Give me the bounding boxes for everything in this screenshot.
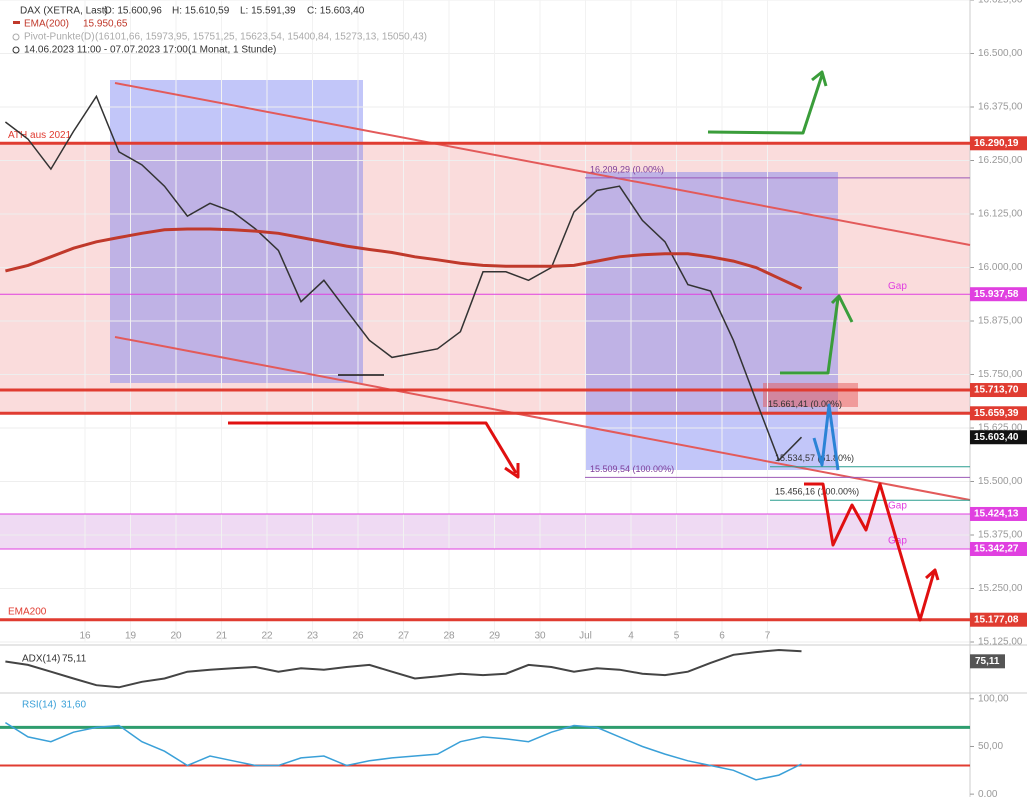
ohlc: C: 15.603,40 [307, 6, 365, 17]
x-tick-label: Jul [579, 631, 592, 642]
price-tag-label: 75,11 [975, 656, 1000, 667]
highlight-box [763, 383, 858, 407]
trend-line [114, 82, 971, 246]
y-tick-label: 16.000,00 [978, 262, 1023, 273]
fib-label: 16.209,29 (0.00%) [590, 164, 664, 174]
y-tick-label: 15.875,00 [978, 316, 1023, 327]
price-tag-label: 16.290,19 [974, 138, 1019, 149]
x-tick-label: 20 [170, 631, 182, 642]
y-tick-label: 15.125,00 [978, 637, 1023, 648]
x-tick-label: 21 [216, 631, 228, 642]
price-tag [970, 506, 1027, 521]
x-tick-label: 4 [628, 631, 634, 642]
fib-label: 15.456,16 (100.00%) [775, 487, 859, 497]
price-tag-label: 15.342,27 [974, 544, 1019, 555]
x-tick-label: 19 [125, 631, 137, 642]
y-tick-label: 15.500,00 [978, 476, 1023, 487]
legend-swatch [12, 46, 20, 54]
arrow [804, 482, 940, 622]
price-tag [970, 287, 1027, 302]
indicator-value: 75,11 [62, 654, 87, 665]
x-tick-label: 30 [534, 631, 546, 642]
y-tick-label: 16.375,00 [978, 102, 1023, 113]
price-tag [970, 383, 1027, 398]
zone [0, 513, 970, 550]
price-tag [970, 406, 1027, 421]
price-tag [970, 654, 1005, 669]
price-tag [970, 612, 1027, 627]
chart-title: DAX (XETRA, Last) [20, 6, 108, 17]
x-tick-label: 27 [398, 631, 410, 642]
arrow [228, 421, 520, 479]
fib-label: 15.661,41 (0.00%) [768, 399, 842, 409]
background-layer [0, 0, 970, 643]
level-note: Gap [888, 281, 907, 292]
x-tick-label: 26 [352, 631, 364, 642]
period: (1 Monat, 1 Stunde) [188, 45, 276, 56]
legend-swatch [13, 21, 20, 24]
price-tag [970, 542, 1027, 557]
x-tick-label: 16 [79, 631, 91, 642]
arrow [812, 403, 840, 471]
header: DAX (XETRA, Last) O: 15.600,96 H: 15.610… [12, 6, 427, 711]
ohlc: L: 15.591,39 [240, 6, 296, 17]
fib-label: 15.509,54 (100.00%) [590, 464, 674, 474]
x-tick-label: 5 [674, 631, 680, 642]
trend-line [114, 336, 971, 501]
x-tick-label: 22 [261, 631, 273, 642]
y-tick-label: 16.250,00 [978, 155, 1023, 166]
ohlc: O: 15.600,96 [104, 6, 162, 17]
level-note: ATH aus 2021 [8, 130, 72, 141]
price-tag-label: 15.659,39 [974, 408, 1019, 419]
y-tick-label: 15.625,00 [978, 423, 1023, 434]
pivot-values: (16101,66, 15973,95, 15751,25, 15623,54,… [95, 32, 427, 43]
ohlc: H: 15.610,59 [172, 6, 230, 17]
indicator-title: ADX(14) [22, 654, 60, 665]
zone [0, 143, 970, 414]
x-tick-label: 28 [443, 631, 455, 642]
data-line [5, 227, 803, 290]
y-tick-label: 100,00 [978, 693, 1009, 704]
y-tick-label: 15.375,00 [978, 530, 1023, 541]
indicator-title: RSI(14) [22, 700, 56, 711]
data-line [5, 648, 802, 689]
price-tag-label: 15.937,58 [974, 289, 1019, 300]
y-tick-label: 16.500,00 [978, 48, 1023, 59]
level-note: EMA200 [8, 606, 47, 617]
y-tick-label: 15.750,00 [978, 369, 1023, 380]
price-tag-label: 15.424,13 [974, 509, 1019, 520]
x-tick-label: 6 [719, 631, 725, 642]
fib-label: 15.534,57 (61.80%) [775, 453, 854, 463]
level-note: Gap [888, 501, 907, 512]
price-tag [970, 430, 1027, 445]
date-range: 14.06.2023 11:00 - 07.07.2023 17:00 [24, 45, 188, 56]
y-tick-label: 50,00 [978, 741, 1003, 752]
arrow [780, 294, 854, 375]
y-tick-label: 0,00 [978, 789, 998, 797]
x-tick-label: 23 [307, 631, 319, 642]
x-tick-label: 29 [489, 631, 501, 642]
arrow [707, 70, 828, 135]
price-tag-label: 15.177,08 [974, 614, 1019, 625]
y-tick-label: 16.625,00 [978, 0, 1023, 6]
data-line [4, 721, 802, 781]
legend-entry: EMA(200) [24, 19, 69, 30]
price-tag-label: 15.713,70 [974, 385, 1019, 396]
price-tag-label: 15.603,40 [974, 432, 1019, 443]
indicator-value: 31,60 [61, 700, 86, 711]
legend-value: 15.950,65 [83, 19, 128, 30]
pivot-name: Pivot-Punkte(D) [24, 32, 95, 43]
data-line [4, 94, 803, 462]
x-tick-label: 7 [765, 631, 771, 642]
y-tick-label: 16.125,00 [978, 209, 1023, 220]
price-tag [970, 136, 1027, 151]
legend-swatch [12, 33, 20, 41]
y-tick-label: 15.250,00 [978, 583, 1023, 594]
